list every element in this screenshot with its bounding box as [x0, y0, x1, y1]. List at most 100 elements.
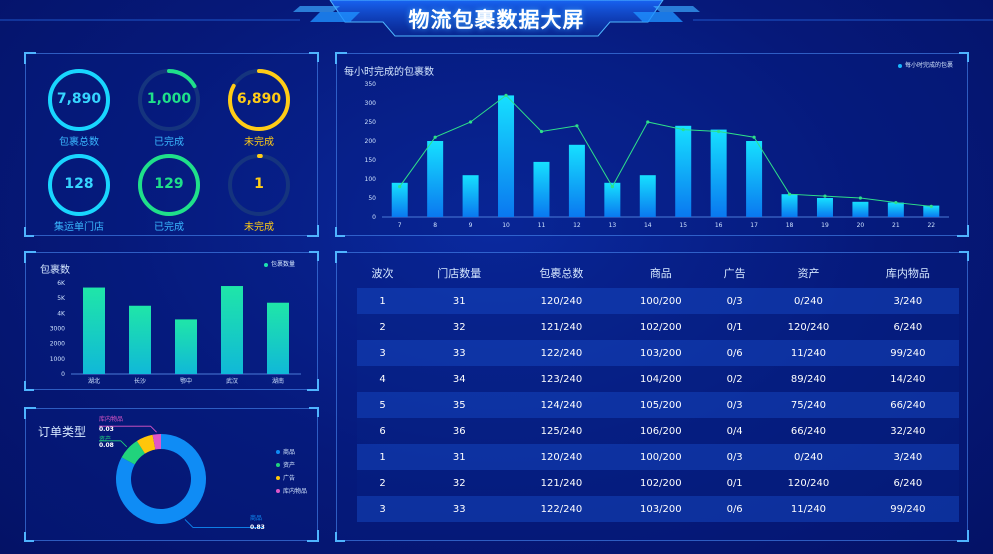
- trend-point[interactable]: [504, 93, 508, 97]
- hourly-bar[interactable]: [604, 182, 621, 217]
- donut-slice[interactable]: [136, 434, 156, 454]
- table-cell: 0/3: [709, 392, 761, 418]
- hourly-bar[interactable]: [746, 141, 763, 217]
- trend-point[interactable]: [468, 120, 473, 124]
- trend-point[interactable]: [681, 128, 685, 132]
- table-cell: 75/240: [760, 392, 857, 418]
- x-tick-label: 16: [715, 222, 723, 229]
- table-cell: 3/240: [856, 288, 959, 314]
- table-header-cell[interactable]: 波次: [371, 267, 394, 280]
- hourly-bar[interactable]: [816, 198, 833, 217]
- hourly-bar[interactable]: [923, 205, 940, 217]
- table-cell: 31: [408, 288, 511, 314]
- hourly-bar[interactable]: [675, 125, 692, 217]
- table-cell: 33: [408, 496, 511, 522]
- trend-point[interactable]: [894, 200, 898, 205]
- stat-label: 未完成: [244, 222, 274, 233]
- table-row[interactable]: 2 32 121/240 102/200 0/1 120/240 6/240: [357, 314, 959, 340]
- trend-point[interactable]: [823, 194, 827, 198]
- table-header-cell[interactable]: 商品: [649, 267, 672, 280]
- hourly-chart-legend[interactable]: 每小时完成的包裹: [897, 60, 953, 69]
- trend-point[interactable]: [646, 120, 650, 124]
- donut-slice[interactable]: [121, 441, 145, 465]
- y-tick-label: 0: [372, 214, 376, 221]
- hourly-bar[interactable]: [498, 95, 515, 217]
- hourly-bar[interactable]: [391, 182, 408, 217]
- table-cell: 125/240: [510, 418, 613, 444]
- y-tick-label: 2000: [50, 341, 65, 348]
- trend-point[interactable]: [398, 185, 402, 189]
- table-row[interactable]: 5 35 124/240 105/200 0/3 75/240 66/240: [357, 392, 959, 418]
- region-bar-chart: 0 1000 2000 3000 4K 5K 6K 湖北 长沙 鄂中 武汉 湖南: [50, 280, 301, 385]
- hourly-bar[interactable]: [639, 175, 656, 217]
- legend-label[interactable]: 商品: [283, 448, 295, 456]
- region-bar[interactable]: [129, 305, 151, 374]
- hourly-bar[interactable]: [710, 129, 727, 217]
- table-row[interactable]: 3 33 122/240 103/200 0/6 11/240 99/240: [357, 340, 959, 366]
- table-cell: 1: [357, 288, 409, 314]
- table-cell: 1: [357, 444, 409, 470]
- legend-label[interactable]: 资产: [283, 461, 295, 469]
- table-header-cell[interactable]: 库内物品: [885, 267, 930, 280]
- table-row[interactable]: 1 31 120/240 100/200 0/3 0/240 3/240: [357, 444, 959, 470]
- table-cell: 3/240: [856, 444, 959, 470]
- table-cell: 100/200: [612, 444, 710, 470]
- table-cell: 121/240: [510, 314, 613, 340]
- legend-label[interactable]: 广告: [283, 474, 295, 482]
- table-cell: 100/200: [612, 288, 710, 314]
- donut-slice[interactable]: [152, 434, 161, 450]
- hourly-bar[interactable]: [887, 202, 904, 217]
- x-tick-label: 22: [927, 222, 935, 229]
- table-row[interactable]: 1 31 120/240 100/200 0/3 0/240 3/240: [357, 288, 959, 314]
- table-cell: 120/240: [760, 470, 857, 496]
- trend-point[interactable]: [929, 204, 933, 208]
- hourly-bar[interactable]: [462, 175, 479, 217]
- donut-slice[interactable]: [115, 434, 207, 524]
- table-row[interactable]: 6 36 125/240 106/200 0/4 66/240 32/240: [357, 418, 959, 444]
- stat-item: 1,000 已完成: [129, 66, 209, 148]
- region-chart-legend[interactable]: 包裹数量: [263, 259, 295, 268]
- hourly-bar[interactable]: [781, 194, 798, 217]
- trend-point[interactable]: [610, 185, 614, 189]
- trend-point[interactable]: [787, 192, 792, 196]
- table-cell: 120/240: [510, 444, 613, 470]
- progress-ring-icon: [228, 154, 290, 216]
- trend-point[interactable]: [539, 129, 544, 134]
- region-bar[interactable]: [83, 287, 105, 374]
- hourly-bar[interactable]: [427, 141, 444, 217]
- table-cell: 0/3: [709, 444, 761, 470]
- x-tick-label: 14: [644, 222, 652, 229]
- table-header-cell[interactable]: 包裹总数: [539, 267, 584, 280]
- trend-point[interactable]: [752, 135, 756, 139]
- hourly-bar[interactable]: [852, 201, 869, 217]
- table-row[interactable]: 4 34 123/240 104/200 0/2 89/240 14/240: [357, 366, 959, 392]
- table-cell: 11/240: [760, 496, 857, 522]
- region-bar[interactable]: [175, 319, 197, 374]
- table-row[interactable]: 3 33 122/240 103/200 0/6 11/240 99/240: [357, 496, 959, 522]
- region-bar[interactable]: [221, 286, 243, 374]
- trend-point[interactable]: [433, 135, 437, 139]
- table-row[interactable]: 2 32 121/240 102/200 0/1 120/240 6/240: [357, 470, 959, 496]
- trend-point[interactable]: [858, 196, 863, 200]
- table-header-cell[interactable]: 门店数量: [437, 267, 482, 280]
- trend-point[interactable]: [575, 124, 579, 128]
- region-bar[interactable]: [267, 302, 289, 374]
- stat-value: 7,890: [56, 91, 102, 107]
- slice-name-label: 资产: [99, 435, 111, 443]
- hourly-bar[interactable]: [568, 144, 585, 217]
- table-cell: 66/240: [856, 392, 959, 418]
- table-cell: 106/200: [612, 418, 710, 444]
- stat-label: 包裹总数: [59, 137, 99, 148]
- trend-point[interactable]: [717, 129, 721, 134]
- y-tick-label: 200: [365, 138, 377, 145]
- stat-item: 129 已完成: [129, 151, 209, 233]
- stat-label: 未完成: [244, 137, 274, 148]
- table-cell: 2: [357, 314, 409, 340]
- hourly-bar[interactable]: [533, 161, 550, 217]
- trend-line: [399, 94, 932, 207]
- table-header-cell[interactable]: 资产: [797, 267, 820, 280]
- stat-item: 7,890 包裹总数: [39, 66, 119, 148]
- legend-label[interactable]: 库内物品: [283, 487, 307, 495]
- table-header-cell[interactable]: 广告: [723, 267, 746, 280]
- header-decoration: [0, 0, 993, 37]
